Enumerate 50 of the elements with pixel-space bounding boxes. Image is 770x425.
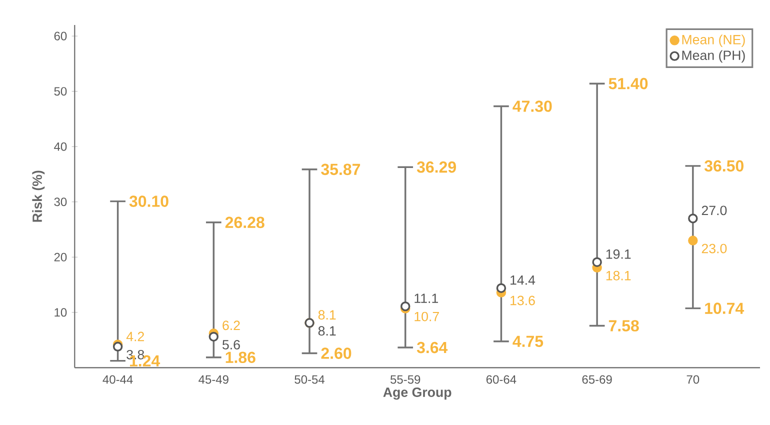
point [688,214,698,224]
annotation: 35.87 [321,164,360,176]
y-tick-label: 50 [54,87,67,96]
x-tick-label: 45-49 [198,375,228,384]
annotation: 36.50 [704,160,744,172]
annotation: 1.86 [226,352,256,364]
y-axis-title: Risk (%) [32,170,45,222]
y-tick-label: 40 [54,142,67,151]
x-tick-label: 70 [686,375,700,384]
data-label: 14.4 [510,275,536,285]
data-label: 4.2 [126,332,144,342]
x-tick-label: 55-59 [390,375,420,384]
annotation: 26.28 [225,216,264,228]
data-label: 23.0 [702,244,727,254]
data-label: 13.6 [510,296,535,306]
point [400,301,410,312]
data-label: 10.7 [414,312,439,322]
x-tick-label: 40-44 [102,375,133,384]
annotation: 47.30 [512,100,552,112]
annotation: 51.40 [608,78,648,90]
legend-label: Mean (PH) [682,50,745,63]
x-axis-title: Age Group [383,388,452,400]
x-tick-label: 60-64 [486,375,516,384]
y-tick-label: 10 [54,308,67,317]
legend-label: Mean (NE) [682,34,745,47]
y-tick-label: 60 [54,32,67,40]
annotation: 3.64 [416,342,448,354]
point [496,283,506,293]
point [208,332,219,342]
data-label: 11.1 [414,294,438,303]
data-label: 8.1 [318,326,336,336]
data-label: 6.2 [222,320,240,330]
annotation: 36.29 [416,161,456,173]
point [112,342,123,352]
data-label: 27.0 [702,206,727,216]
y-tick-label: 30 [54,198,67,206]
data-label: 8.1 [318,310,336,320]
annotation: 7.58 [608,320,639,332]
data-label: 5.6 [222,340,240,350]
annotation: 4.75 [512,336,544,347]
data-label: 18.1 [606,270,631,280]
x-tick-label: 65-69 [582,375,612,384]
data-label: 19.1 [606,249,631,259]
y-tick-label: 20 [54,252,67,262]
annotation: 10.74 [705,302,744,314]
annotation: 30.10 [129,196,168,207]
annotation: 2.60 [321,348,352,359]
point [688,236,698,246]
point [592,257,602,267]
x-tick-label: 50-54 [294,375,324,384]
